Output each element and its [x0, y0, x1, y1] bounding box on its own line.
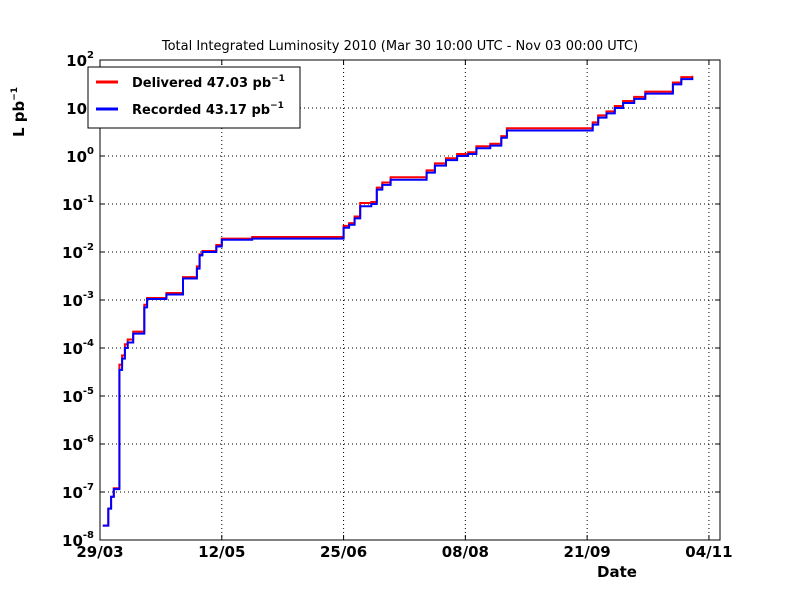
- x-tick-label: 04/11: [685, 543, 732, 561]
- y-tick-exp: -3: [83, 290, 94, 301]
- y-tick-base: 10: [66, 148, 87, 166]
- x-tick-label: 21/09: [564, 543, 611, 561]
- y-tick-base: 10: [62, 484, 83, 502]
- x-tick-label: 08/08: [442, 543, 489, 561]
- x-tick-label: 25/06: [320, 543, 367, 561]
- y-tick-exp: -5: [83, 386, 94, 397]
- y-tick-base: 10: [62, 340, 83, 358]
- y-tick-base: 10: [62, 292, 83, 310]
- x-tick-label: 12/05: [198, 543, 245, 561]
- legend-label-delivered: Delivered 47.03 pb−1: [132, 74, 285, 91]
- x-tick-label: 29/03: [76, 543, 123, 561]
- legend-label-recorded: Recorded 43.17 pb−1: [132, 101, 284, 118]
- chart-title: Total Integrated Luminosity 2010 (Mar 30…: [161, 39, 638, 54]
- y-tick-exp: -6: [83, 434, 94, 445]
- y-tick-base: 10: [62, 244, 83, 262]
- y-tick-exp: 0: [87, 146, 94, 157]
- y-tick-base: 10: [62, 388, 83, 406]
- x-axis-label: Date: [597, 563, 637, 581]
- y-tick-base: 10: [66, 100, 87, 118]
- y-tick-base: 10: [66, 52, 87, 70]
- y-tick-exp: -4: [83, 338, 94, 349]
- y-tick-base: 10: [62, 196, 83, 214]
- y-tick-exp: 2: [87, 50, 94, 61]
- y-tick-base: 10: [62, 436, 83, 454]
- y-tick-exp: -1: [83, 194, 94, 205]
- y-tick-exp: -8: [83, 530, 94, 541]
- y-axis-label-exp: −1: [10, 87, 20, 101]
- y-tick-exp: -7: [83, 482, 94, 493]
- y-tick-base: 10: [62, 532, 83, 550]
- y-tick-exp: -2: [83, 242, 94, 253]
- y-axis-label-base: L pb: [10, 101, 28, 138]
- legend: Delivered 47.03 pb−1 Recorded 43.17 pb−1: [88, 67, 300, 128]
